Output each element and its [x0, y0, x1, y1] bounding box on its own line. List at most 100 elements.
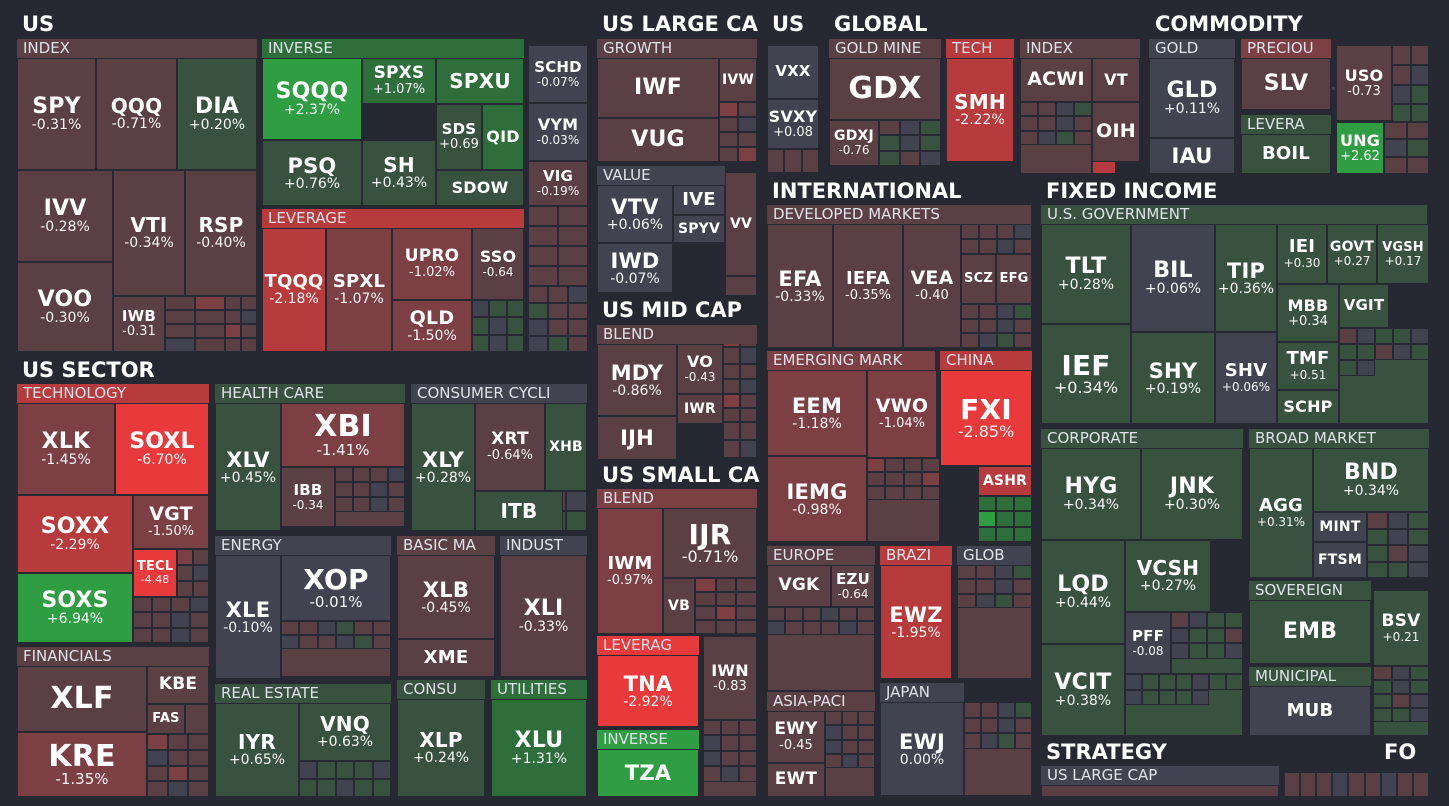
tile-vcit[interactable]: VCIT +0.38% — [1041, 644, 1125, 736]
mini-tile[interactable] — [723, 364, 740, 379]
mini-tile[interactable] — [1207, 627, 1225, 643]
mini-tile[interactable] — [961, 318, 979, 334]
mini-tile[interactable] — [1141, 674, 1159, 690]
tile-emb[interactable]: EMB — [1249, 600, 1371, 664]
mini-tile[interactable] — [1056, 130, 1074, 146]
mini-tile[interactable] — [372, 635, 391, 649]
group-label[interactable]: DEVELOPED MARKETS — [767, 205, 1031, 224]
group-label[interactable]: EUROPE — [767, 546, 875, 565]
mini-tile[interactable] — [489, 317, 507, 335]
mini-tile[interactable] — [1364, 772, 1381, 797]
mini-tile[interactable] — [354, 779, 373, 797]
mini-tile[interactable] — [352, 497, 370, 512]
group-label[interactable]: SOVEREIGN — [1249, 581, 1371, 600]
mini-tile[interactable] — [978, 333, 997, 348]
mini-tile[interactable] — [825, 725, 842, 740]
mini-tile[interactable] — [736, 578, 757, 592]
mini-tile[interactable] — [1410, 680, 1429, 694]
mini-tile[interactable] — [1189, 612, 1207, 628]
mini-tile[interactable] — [1038, 130, 1056, 146]
mini-tile[interactable] — [190, 597, 209, 613]
tile-iwm[interactable]: IWM -0.97% — [597, 508, 663, 634]
mini-tile[interactable] — [568, 286, 588, 303]
mini-tile[interactable] — [1225, 643, 1243, 659]
tile-schp[interactable]: SCHP — [1277, 390, 1339, 424]
mini-tile[interactable] — [885, 486, 904, 500]
mini-tile[interactable] — [1015, 717, 1032, 734]
mini-tile[interactable] — [975, 579, 995, 594]
mini-tile[interactable] — [961, 224, 979, 239]
mini-tile[interactable] — [715, 620, 737, 634]
group-label[interactable]: GOLD MINE — [829, 39, 941, 58]
mini-tile[interactable] — [957, 593, 976, 608]
mini-tile[interactable] — [740, 440, 757, 458]
mini-tile[interactable] — [1209, 674, 1227, 690]
mini-tile[interactable] — [721, 750, 739, 767]
mini-tile[interactable] — [1391, 680, 1411, 694]
tile-soxx[interactable]: SOXX -2.29% — [17, 495, 133, 573]
mini-tile[interactable] — [1408, 512, 1429, 529]
mini-tile[interactable] — [695, 592, 716, 606]
mini-tile[interactable] — [387, 482, 405, 497]
mini-tile[interactable] — [1207, 612, 1225, 628]
mini-tile[interactable] — [1391, 708, 1411, 722]
mini-tile[interactable] — [715, 606, 737, 620]
tile-mint[interactable]: MINT — [1313, 512, 1367, 542]
mini-tile[interactable] — [225, 324, 241, 338]
mini-tile[interactable] — [1410, 694, 1429, 708]
mini-tile[interactable] — [387, 467, 405, 482]
mini-tile[interactable] — [1367, 528, 1388, 545]
mini-tile[interactable] — [1411, 344, 1429, 360]
mini-tile[interactable] — [1014, 304, 1032, 319]
mini-tile[interactable] — [1316, 772, 1333, 797]
mini-tile[interactable] — [903, 458, 922, 472]
mini-tile[interactable] — [1056, 116, 1074, 131]
mini-tile[interactable] — [841, 711, 859, 726]
mini-tile[interactable] — [241, 338, 257, 352]
group-label[interactable]: CONSU — [397, 680, 485, 699]
mini-tile[interactable] — [981, 702, 998, 718]
tile-ijh[interactable]: IJH — [597, 416, 677, 460]
mini-tile[interactable] — [152, 612, 171, 628]
group-label[interactable]: EMERGING MARK — [767, 351, 935, 370]
group-label[interactable]: BLEND — [597, 489, 757, 508]
mini-tile[interactable] — [1412, 772, 1429, 797]
mini-tile[interactable] — [317, 761, 336, 779]
mini-tile[interactable] — [1375, 328, 1393, 344]
mini-tile[interactable] — [740, 364, 757, 379]
mini-tile[interactable] — [839, 621, 857, 635]
mini-tile[interactable] — [335, 467, 353, 482]
mini-tile[interactable] — [996, 511, 1014, 527]
mini-tile[interactable] — [1207, 643, 1225, 659]
mini-tile[interactable] — [920, 120, 941, 136]
mini-tile[interactable] — [738, 102, 757, 117]
mini-tile[interactable] — [165, 324, 195, 338]
mini-tile[interactable] — [739, 735, 757, 751]
mini-tile[interactable] — [978, 224, 997, 239]
mini-tile[interactable] — [317, 635, 336, 649]
group-label[interactable]: INDEX — [1020, 39, 1140, 58]
mini-tile[interactable] — [335, 497, 353, 512]
tile-agg[interactable]: AGG +0.31% — [1249, 448, 1313, 578]
mini-tile[interactable] — [998, 702, 1015, 718]
mini-tile[interactable] — [739, 750, 757, 767]
mini-tile[interactable] — [165, 338, 195, 352]
mini-tile[interactable] — [1384, 122, 1407, 140]
mini-tile[interactable] — [568, 335, 588, 352]
tile-iyr[interactable]: IYR +0.65% — [215, 703, 299, 797]
mini-tile[interactable] — [1387, 545, 1409, 562]
mini-tile[interactable] — [723, 408, 740, 422]
mini-tile[interactable] — [719, 147, 738, 162]
tile-bnd[interactable]: BND +0.34% — [1313, 448, 1429, 512]
mini-tile[interactable] — [528, 206, 558, 226]
tile-soxs[interactable]: SOXS +6.94% — [17, 573, 133, 643]
mini-tile[interactable] — [558, 206, 588, 226]
mini-tile[interactable] — [1332, 772, 1349, 797]
tile-ewt[interactable]: EWT — [767, 763, 825, 797]
tile-hyg[interactable]: HYG +0.34% — [1041, 448, 1141, 540]
mini-tile[interactable] — [703, 766, 721, 782]
mini-tile[interactable] — [241, 296, 257, 310]
mini-tile[interactable] — [1038, 102, 1056, 117]
mini-tile[interactable] — [899, 120, 921, 136]
tile-psq[interactable]: PSQ +0.76% — [262, 140, 362, 206]
